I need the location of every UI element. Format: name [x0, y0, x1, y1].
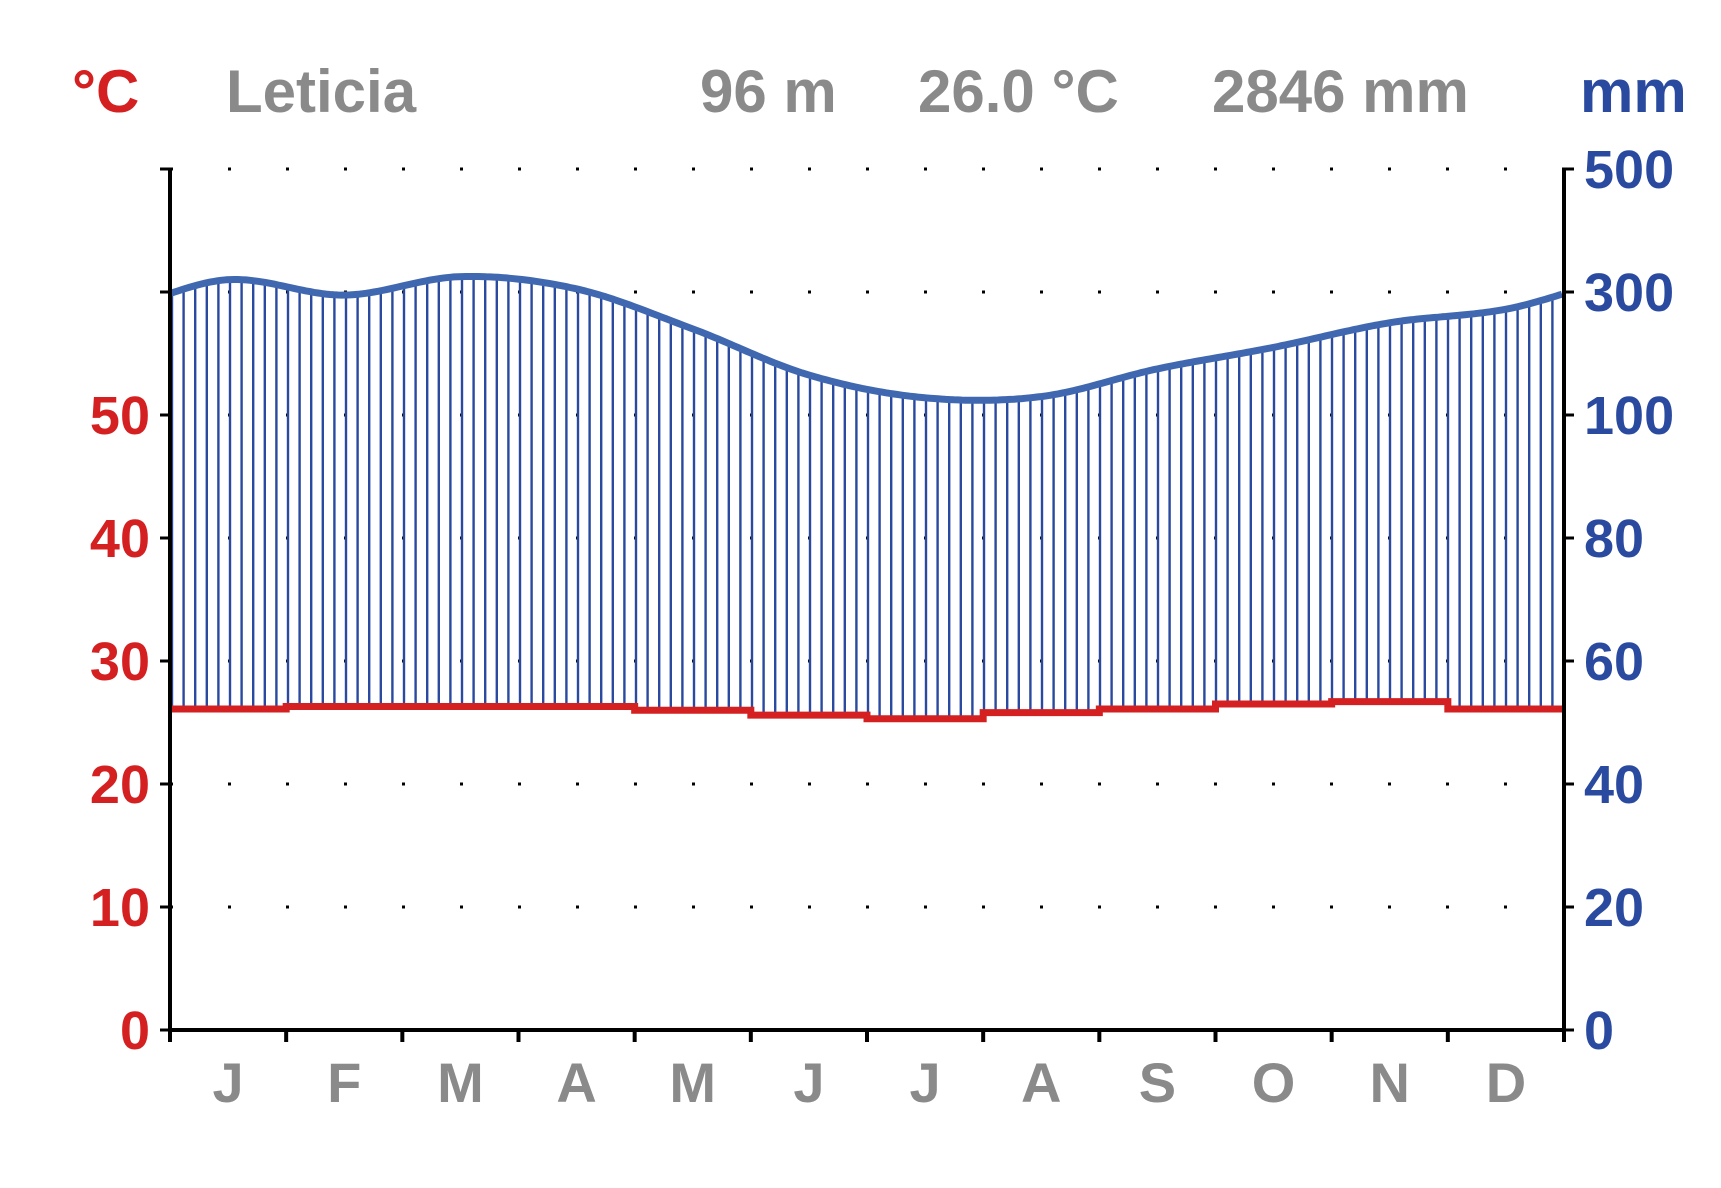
precipitation-tick-label: 100 — [1584, 386, 1674, 446]
precipitation-unit-label: mm — [1580, 58, 1687, 125]
month-label: O — [1252, 1051, 1296, 1114]
station-name: Leticia — [226, 58, 417, 125]
month-label: S — [1139, 1051, 1176, 1114]
month-label: M — [669, 1051, 716, 1114]
temperature-axis-ticks: 0 10 20 30 40 50 — [90, 386, 150, 1061]
precipitation-tick-label: 20 — [1584, 878, 1644, 938]
precipitation-tick-label: 500 — [1584, 140, 1674, 200]
month-label: D — [1486, 1051, 1526, 1114]
temperature-line — [170, 698, 1564, 723]
precipitation-tick-label: 60 — [1584, 632, 1644, 692]
month-label: J — [793, 1051, 824, 1114]
precipitation-tick-label: 40 — [1584, 755, 1644, 815]
annual-precipitation-value: 2846 mm — [1212, 58, 1469, 125]
precipitation-tick-label: 80 — [1584, 509, 1644, 569]
precipitation-tick-label: 300 — [1584, 263, 1674, 323]
month-label: A — [556, 1051, 596, 1114]
month-label: J — [213, 1051, 244, 1114]
month-label: N — [1370, 1051, 1410, 1114]
temperature-tick-label: 50 — [90, 386, 150, 446]
temperature-tick-label: 30 — [90, 632, 150, 692]
temperature-tick-label: 0 — [120, 1001, 150, 1061]
temperature-tick-label: 20 — [90, 755, 150, 815]
month-label: M — [437, 1051, 484, 1114]
mean-temperature-value: 26.0 °C — [918, 58, 1119, 125]
month-label: J — [910, 1051, 941, 1114]
precipitation-line — [168, 273, 1564, 404]
altitude-value: 96 m — [700, 58, 837, 125]
temperature-tick-label: 40 — [90, 509, 150, 569]
temperature-tick-label: 10 — [90, 878, 150, 938]
month-label: A — [1021, 1051, 1061, 1114]
precipitation-tick-label: 0 — [1584, 1001, 1614, 1061]
precipitation-hatching — [170, 276, 1566, 719]
axes — [160, 167, 1574, 1042]
temperature-unit-label: °C — [72, 58, 139, 125]
precipitation-axis-ticks: 0 20 40 60 80 100 300 500 — [1584, 140, 1674, 1061]
month-label: F — [327, 1051, 361, 1114]
